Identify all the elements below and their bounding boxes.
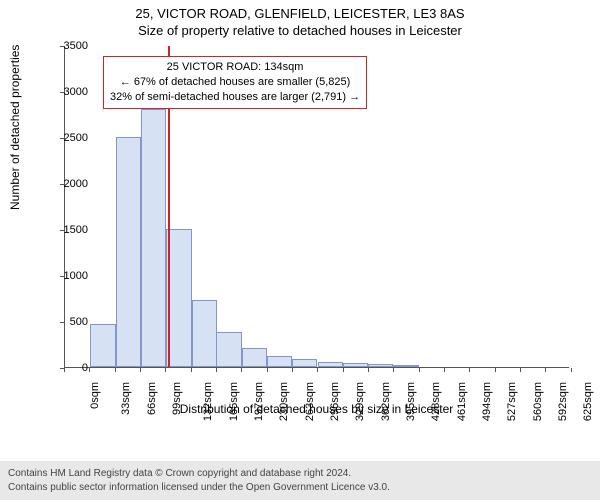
y-tick-label: 1500 xyxy=(48,224,88,236)
histogram-bar xyxy=(216,332,241,367)
x-tick xyxy=(368,368,369,372)
x-tick xyxy=(191,368,192,372)
y-tick-label: 2000 xyxy=(48,178,88,190)
histogram-bar xyxy=(267,356,292,367)
x-tick xyxy=(469,368,470,372)
title-main: 25, VICTOR ROAD, GLENFIELD, LEICESTER, L… xyxy=(0,6,600,21)
histogram-bar xyxy=(393,365,418,367)
x-tick xyxy=(216,368,217,372)
histogram-bar xyxy=(242,348,267,367)
x-tick xyxy=(241,368,242,372)
x-tick xyxy=(165,368,166,372)
footer-line2: Contains public sector information licen… xyxy=(8,481,592,495)
histogram-bar xyxy=(368,364,393,367)
x-tick xyxy=(495,368,496,372)
y-tick-label: 2500 xyxy=(48,132,88,144)
x-tick xyxy=(89,368,90,372)
x-tick xyxy=(444,368,445,372)
footer-line1: Contains HM Land Registry data © Crown c… xyxy=(8,467,592,481)
x-tick xyxy=(292,368,293,372)
y-tick-label: 0 xyxy=(48,362,88,374)
y-axis-label: Number of detached properties xyxy=(8,45,22,210)
title-block: 25, VICTOR ROAD, GLENFIELD, LEICESTER, L… xyxy=(0,0,600,38)
property-callout: 25 VICTOR ROAD: 134sqm ← 67% of detached… xyxy=(103,56,367,109)
x-tick xyxy=(317,368,318,372)
y-tick-label: 3500 xyxy=(48,40,88,52)
x-tick xyxy=(115,368,116,372)
x-tick-label: 625sqm xyxy=(582,382,594,421)
x-axis-label: Distribution of detached houses by size … xyxy=(64,402,569,416)
title-sub: Size of property relative to detached ho… xyxy=(0,23,600,38)
y-tick-label: 3000 xyxy=(48,86,88,98)
callout-line2: ← 67% of detached houses are smaller (5,… xyxy=(110,75,360,90)
x-tick xyxy=(64,368,65,372)
histogram-chart: Number of detached properties 25 VICTOR … xyxy=(0,40,600,420)
histogram-bar xyxy=(141,109,166,367)
y-tick-label: 1000 xyxy=(48,270,88,282)
x-tick xyxy=(140,368,141,372)
histogram-bar xyxy=(166,229,191,367)
x-tick xyxy=(419,368,420,372)
histogram-bar xyxy=(90,324,115,367)
histogram-bar xyxy=(318,362,343,367)
plot-area: 25 VICTOR ROAD: 134sqm ← 67% of detached… xyxy=(64,46,569,368)
histogram-bar xyxy=(192,300,217,367)
callout-line3: 32% of semi-detached houses are larger (… xyxy=(110,90,360,105)
callout-line1: 25 VICTOR ROAD: 134sqm xyxy=(110,60,360,75)
attribution-footer: Contains HM Land Registry data © Crown c… xyxy=(0,461,600,500)
histogram-bar xyxy=(116,137,141,367)
x-tick xyxy=(520,368,521,372)
y-tick-label: 500 xyxy=(48,316,88,328)
x-tick xyxy=(267,368,268,372)
histogram-bar xyxy=(343,363,368,367)
histogram-bar xyxy=(292,359,317,367)
x-tick xyxy=(393,368,394,372)
x-tick xyxy=(545,368,546,372)
x-tick xyxy=(571,368,572,372)
x-tick xyxy=(343,368,344,372)
